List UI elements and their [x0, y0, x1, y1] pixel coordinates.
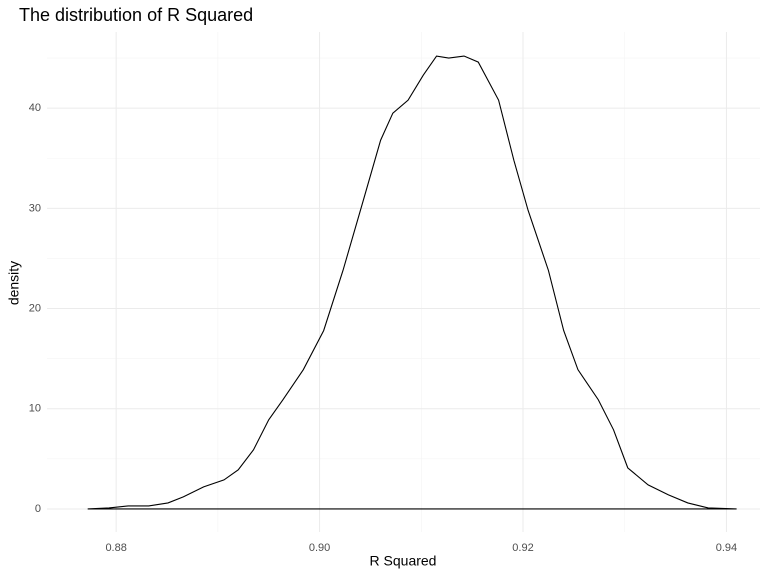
y-tick-label: 30 [29, 202, 41, 214]
x-axis-title: R Squared [370, 553, 437, 569]
x-tick-label: 0.88 [105, 542, 126, 554]
y-tick-label: 0 [35, 503, 41, 515]
y-axis-title: density [6, 261, 22, 305]
chart-title: The distribution of R Squared [19, 5, 253, 25]
density-curve [87, 55, 737, 510]
x-tick-label: 0.92 [512, 542, 533, 554]
y-tick-label: 40 [29, 102, 41, 114]
x-tick-label: 0.90 [309, 542, 330, 554]
x-tick-label: 0.94 [716, 542, 737, 554]
y-tick-label: 20 [29, 302, 41, 314]
y-tick-label: 10 [29, 403, 41, 415]
